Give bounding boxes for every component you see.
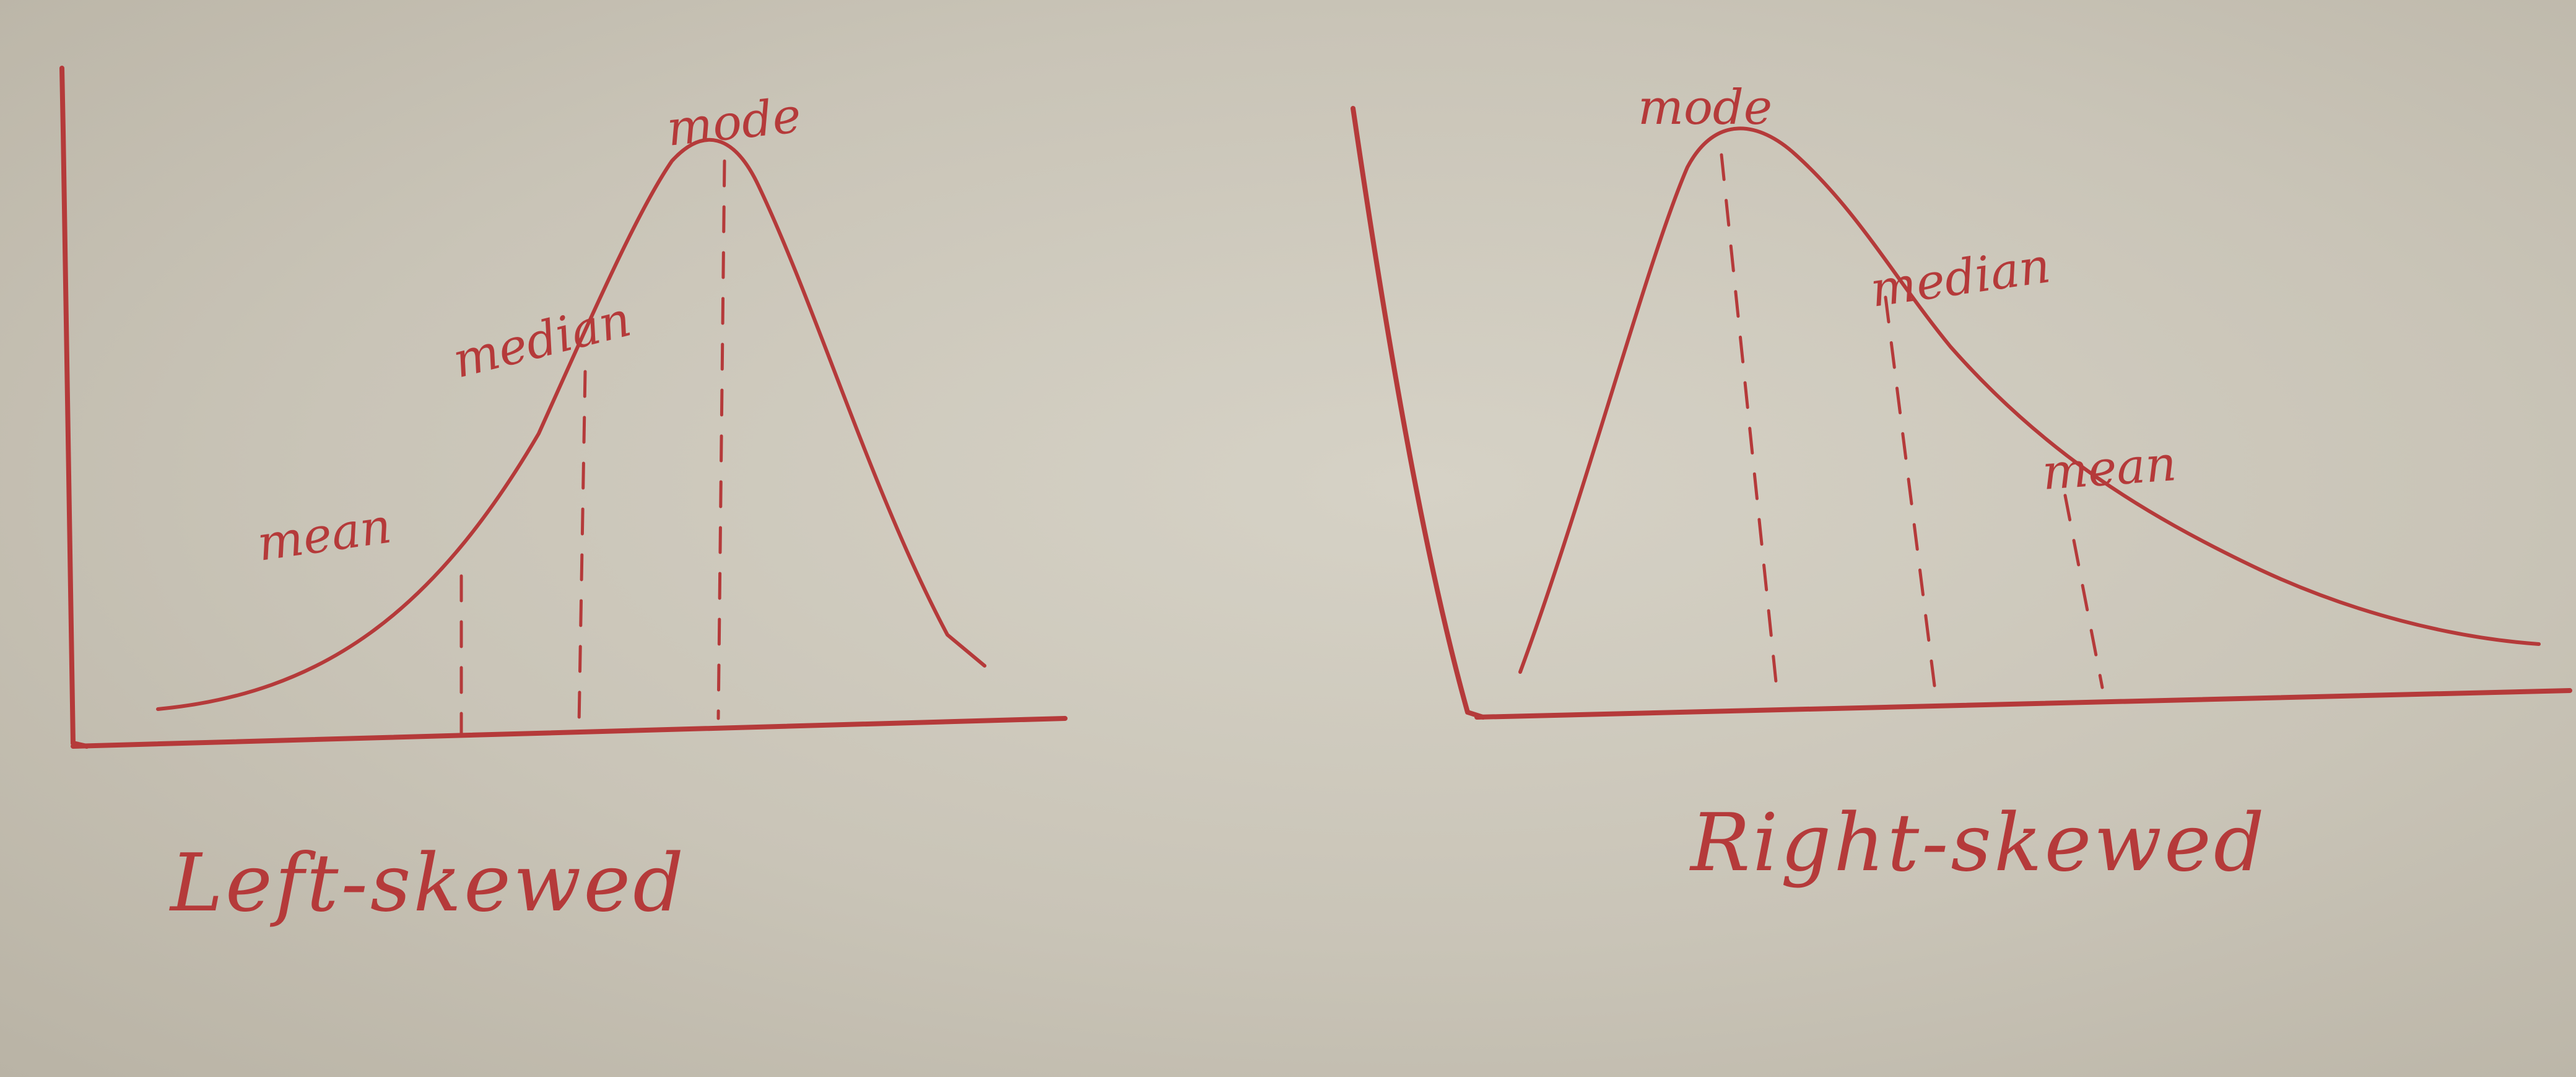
- right-y-axis: [1351, 106, 1486, 720]
- right-curve: [1518, 126, 2541, 674]
- left-median-line: [577, 370, 587, 726]
- right-skewed-panel: mode median mean Right-skewed: [1351, 80, 2572, 889]
- left-median-label: median: [448, 292, 637, 390]
- left-mean-label: mean: [254, 499, 394, 572]
- left-curve: [156, 137, 986, 711]
- right-mean-label: mean: [2040, 436, 2178, 501]
- right-x-axis: [1474, 688, 2572, 720]
- right-mean-line: [2063, 494, 2104, 689]
- right-median-line: [1884, 295, 1937, 692]
- right-median-label: median: [1867, 238, 2053, 318]
- left-x-axis: [71, 716, 1068, 749]
- right-mode-label: mode: [1638, 80, 1772, 136]
- right-panel-title: Right-skewed: [1689, 797, 2267, 889]
- left-panel-title: Left-skewed: [169, 837, 686, 930]
- left-y-axis: [59, 66, 89, 749]
- left-mode-line: [716, 159, 726, 720]
- right-mode-line: [1720, 153, 1779, 695]
- left-skewed-panel: mean median mode Left-skewed: [59, 66, 1068, 930]
- left-mode-label: mode: [664, 88, 804, 157]
